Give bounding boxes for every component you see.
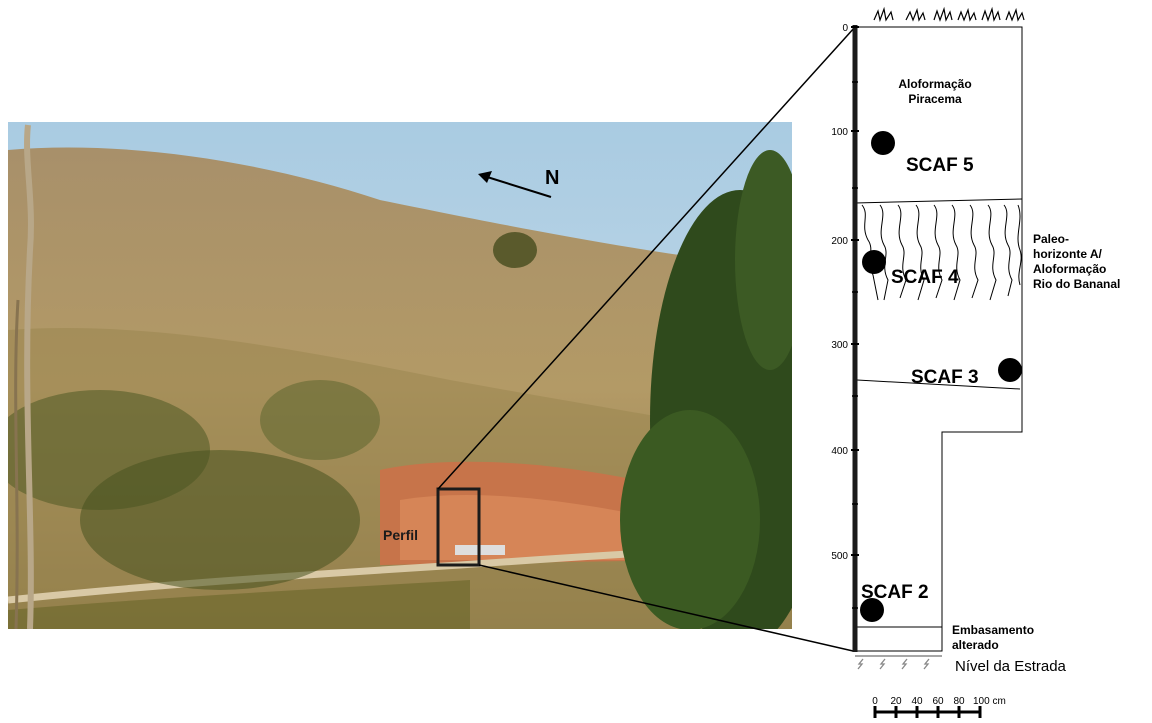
perfil-box [436, 487, 481, 567]
landscape-photo [8, 122, 792, 629]
unit-label-piracema: Aloformação Piracema [898, 77, 971, 106]
stratigraphic-column [854, 26, 1023, 657]
label-line: Paleo- [1033, 232, 1069, 246]
scale-tick-100: 100 cm [973, 696, 1006, 707]
scale-tick-20: 20 [890, 696, 902, 707]
scale-tick-60: 60 [932, 696, 944, 707]
grass-symbols [873, 6, 1025, 23]
label-line: Aloformação [898, 77, 971, 91]
label-line: Embasamento [952, 623, 1034, 637]
sample-dot-scaf2 [860, 598, 884, 622]
depth-axis [851, 25, 859, 652]
sample-label-scaf3: SCAF 3 [911, 367, 979, 388]
sample-label-scaf5: SCAF 5 [906, 155, 974, 176]
sample-dot-scaf4 [862, 250, 886, 274]
unit-label-embasamento: Embasamento alterado [952, 623, 1034, 652]
scale-tick-0: 0 [872, 696, 878, 707]
scale-bar [873, 706, 982, 718]
root-marks [861, 204, 1022, 301]
unit-label-rio-do-bananal: Paleo-horizonte A/Aloformação Rio do Bana… [1033, 232, 1120, 291]
scale-tick-80: 80 [953, 696, 965, 707]
north-arrow [478, 171, 552, 198]
connector-line-top [437, 26, 856, 490]
label-line: Aloformação [1033, 262, 1106, 276]
road-level-symbol [857, 658, 930, 670]
sample-label-scaf2: SCAF 2 [861, 582, 929, 603]
depth-tick-200: 200 [831, 236, 848, 247]
depth-tick-100: 100 [831, 127, 848, 138]
depth-tick-0: 0 [842, 23, 848, 34]
label-line: alterado [952, 638, 999, 652]
depth-tick-500: 500 [831, 551, 848, 562]
sample-label-scaf4: SCAF 4 [891, 267, 959, 288]
sample-dots [860, 131, 1022, 622]
depth-tick-400: 400 [831, 446, 848, 457]
connector-line-bottom [478, 564, 854, 652]
north-label: N [545, 167, 559, 189]
label-line: Rio do Bananal [1033, 277, 1120, 291]
scale-tick-40: 40 [911, 696, 923, 707]
sample-dot-scaf3 [998, 358, 1022, 382]
sample-dot-scaf5 [871, 131, 895, 155]
label-line: horizonte A/ [1033, 247, 1103, 261]
depth-tick-300: 300 [831, 340, 848, 351]
perfil-label: Perfil [383, 527, 418, 543]
road-level-label: Nível da Estrada [955, 658, 1067, 675]
label-line: Piracema [908, 92, 962, 106]
